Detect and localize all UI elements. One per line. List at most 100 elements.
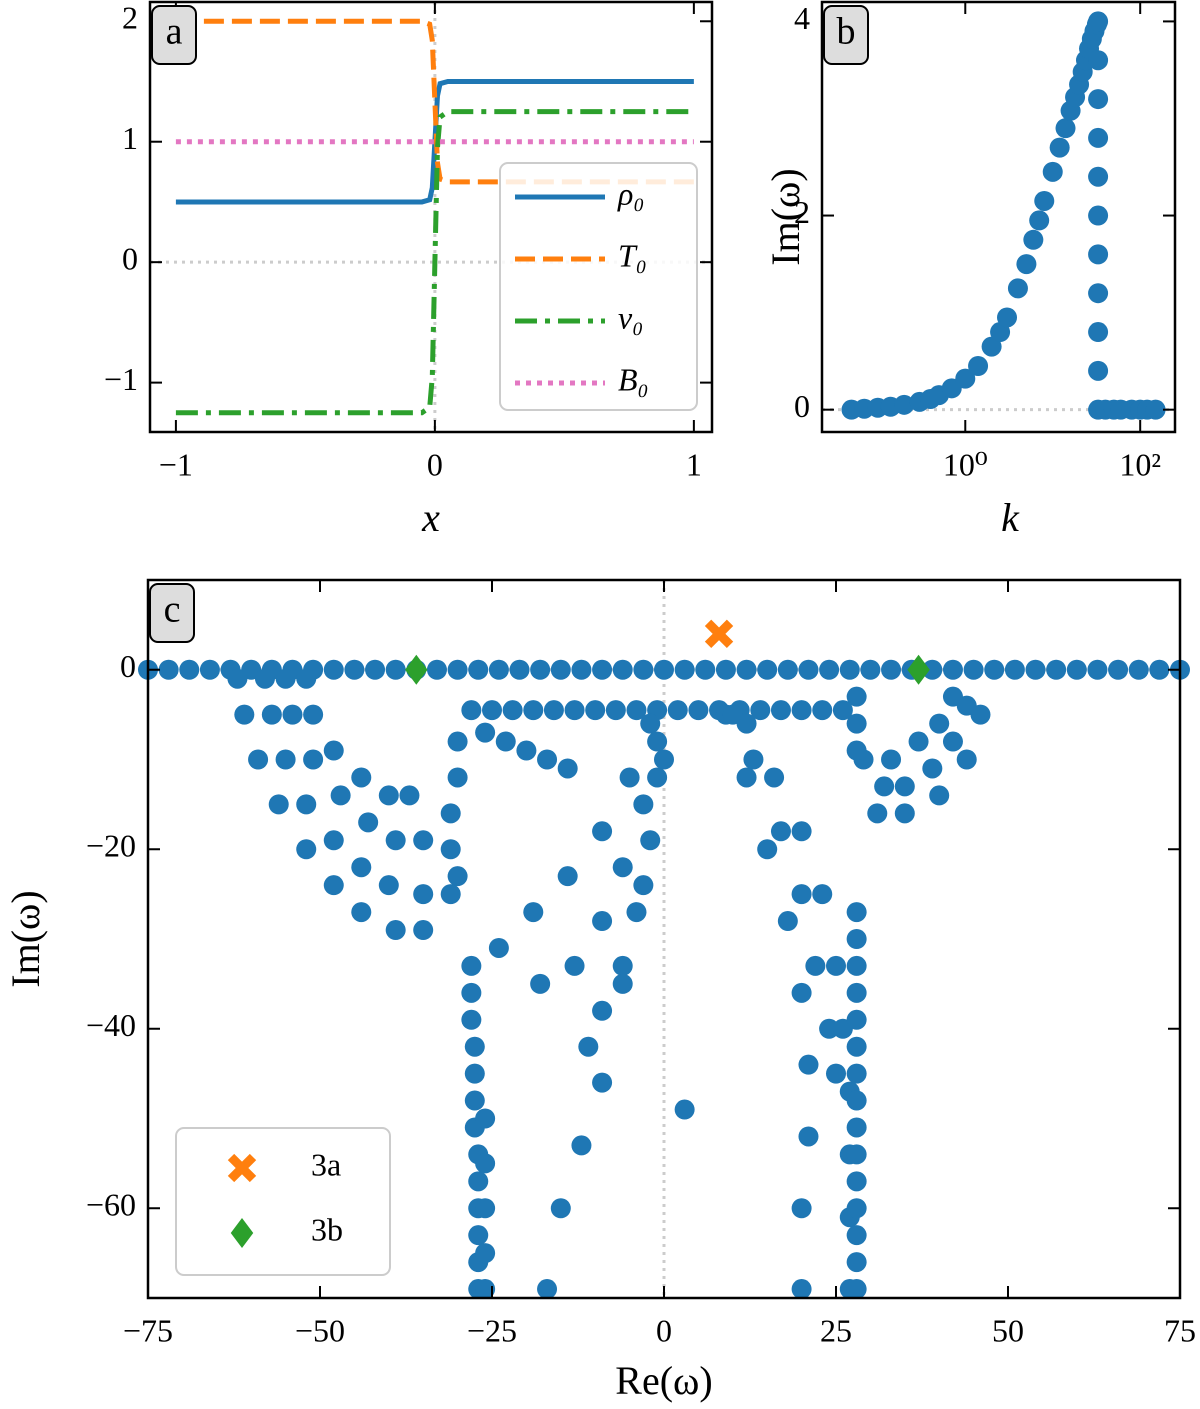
data-point — [557, 866, 578, 887]
data-point — [464, 1036, 485, 1057]
legend-label: ρ₀ — [617, 175, 644, 211]
x-tick-label: 25 — [820, 1312, 852, 1348]
data-point — [447, 731, 468, 752]
data-point — [1023, 229, 1044, 250]
y-tick-label: 1 — [122, 120, 138, 156]
x-tick-label: −50 — [295, 1312, 345, 1348]
y-tick-label: −20 — [86, 828, 136, 864]
data-point — [846, 1063, 867, 1084]
data-point — [846, 955, 867, 976]
data-point — [791, 982, 812, 1003]
data-point — [179, 659, 200, 680]
y-tick-label: 2 — [122, 0, 138, 36]
y-tick-label: 0 — [794, 388, 810, 424]
panel-label-box — [151, 5, 197, 65]
data-point — [592, 1072, 613, 1093]
legend-box — [175, 1127, 391, 1276]
data-point — [530, 659, 551, 680]
data-point — [1088, 244, 1109, 265]
x-tick-label: 10⁰ — [943, 446, 988, 482]
data-point — [791, 821, 812, 842]
panel-label: b — [837, 11, 856, 53]
data-point — [1088, 360, 1109, 381]
data-point — [743, 749, 764, 770]
data-point — [736, 767, 757, 788]
data-point — [942, 686, 963, 707]
data-point — [537, 749, 558, 770]
data-point — [1145, 399, 1166, 420]
data-point — [234, 704, 255, 725]
data-point — [303, 749, 324, 770]
data-point — [846, 929, 867, 949]
data-point — [640, 713, 661, 734]
data-point — [330, 785, 351, 806]
data-point — [1049, 137, 1070, 158]
data-point — [956, 749, 977, 770]
data-point — [963, 659, 984, 680]
data-point — [1029, 210, 1050, 231]
data-point — [654, 749, 674, 770]
data-point — [942, 659, 963, 680]
data-point — [530, 973, 551, 994]
data-point — [440, 803, 461, 824]
data-point — [791, 700, 812, 721]
data-point — [750, 700, 771, 721]
data-point — [1108, 659, 1129, 680]
data-point — [929, 713, 950, 734]
data-point — [1128, 659, 1149, 680]
y-tick-label: 0 — [122, 241, 138, 277]
data-point — [626, 700, 647, 721]
data-point — [268, 794, 289, 815]
data-point — [464, 1063, 485, 1084]
data-point — [894, 803, 915, 824]
data-point — [798, 1126, 819, 1147]
y-tick-label: −40 — [86, 1007, 136, 1043]
data-point — [619, 767, 640, 788]
data-point — [770, 821, 791, 842]
data-line — [175, 18, 694, 185]
data-point — [261, 704, 282, 725]
data-point — [736, 659, 757, 680]
legend-label: v₀ — [618, 299, 643, 335]
data-point — [440, 884, 461, 905]
data-point — [968, 355, 989, 376]
data-point — [502, 700, 523, 721]
data-point — [955, 368, 976, 389]
data-point — [647, 767, 668, 788]
data-point — [571, 1135, 592, 1156]
data-point — [275, 668, 296, 689]
data-point — [846, 686, 867, 707]
data-point — [378, 875, 399, 896]
data-point — [846, 982, 867, 1003]
data-point — [550, 1198, 571, 1219]
data-point — [464, 1090, 485, 1111]
data-point — [475, 1108, 496, 1129]
data-point — [1004, 659, 1025, 680]
data-point — [447, 767, 468, 788]
data-point — [667, 700, 688, 721]
data-point — [592, 821, 613, 842]
axes-frame — [148, 0, 714, 434]
data-point — [571, 659, 592, 680]
data-point — [495, 731, 516, 752]
data-point — [798, 659, 819, 680]
data-point — [323, 875, 344, 896]
data-point — [447, 866, 468, 887]
data-point — [777, 911, 798, 932]
data-point — [323, 830, 344, 851]
data-point — [516, 740, 537, 761]
legend-label: 3a — [311, 1146, 341, 1182]
data-line — [175, 109, 694, 416]
data-point — [323, 659, 344, 680]
y-tick-label: 0 — [120, 648, 136, 684]
data-point — [351, 767, 372, 788]
x-tick-label: 50 — [992, 1312, 1024, 1348]
data-point — [1042, 161, 1063, 182]
data-point — [296, 668, 317, 689]
data-point — [633, 875, 654, 896]
data-point — [846, 1279, 867, 1300]
plot-area — [150, 2, 712, 432]
data-point — [1088, 283, 1109, 304]
x-tick-label: −25 — [467, 1312, 517, 1348]
